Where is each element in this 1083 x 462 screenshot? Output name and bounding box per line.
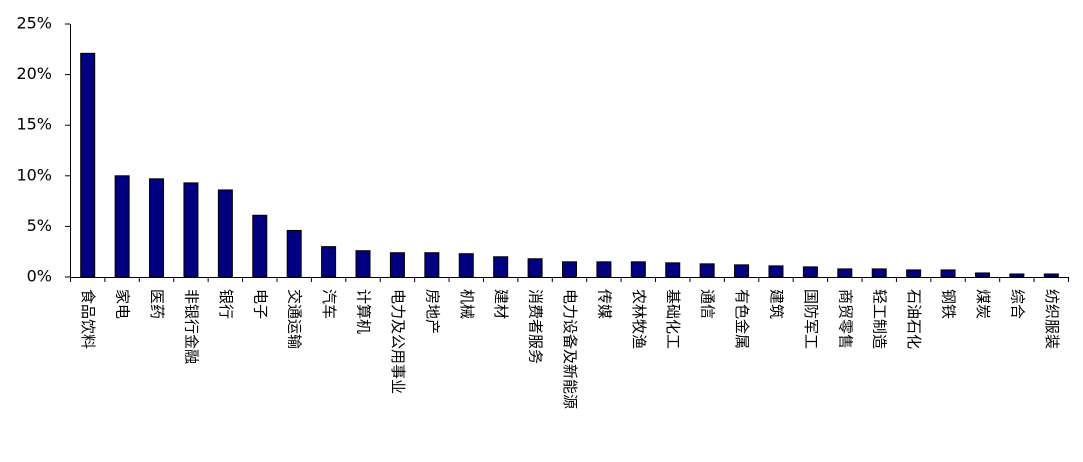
bar — [974, 272, 990, 278]
bar — [458, 253, 474, 278]
x-tick-label: 通信 — [699, 289, 717, 319]
y-tick-label: 5% — [27, 216, 52, 235]
x-tick-label: 有色金属 — [733, 289, 751, 349]
x-tick-label: 食品饮料 — [79, 289, 97, 349]
x-tick-label: 消费者服务 — [527, 289, 545, 364]
bar — [802, 266, 818, 278]
x-tick-label: 基础化工 — [664, 289, 682, 349]
bar — [665, 262, 681, 278]
x-tick-label: 商贸零售 — [836, 289, 854, 349]
x-tick-label: 计算机 — [355, 289, 373, 334]
bar — [699, 263, 715, 278]
bar — [837, 268, 853, 278]
y-tick-label: 0% — [27, 267, 52, 286]
x-tick-label: 石油石化 — [905, 289, 923, 349]
x-tick-label: 交通运输 — [286, 289, 304, 349]
bar — [389, 252, 405, 278]
bar — [768, 265, 784, 278]
x-tick-label: 电力及公用事业 — [389, 289, 407, 394]
x-tick-label: 综合 — [1008, 289, 1026, 319]
x-tick-label: 电子 — [251, 289, 269, 319]
x-tick-label: 医药 — [148, 289, 166, 319]
bar — [80, 52, 96, 278]
bar — [527, 258, 543, 278]
bar — [734, 264, 750, 278]
bar — [596, 261, 612, 278]
bar — [286, 229, 302, 278]
x-tick-label: 煤炭 — [974, 289, 992, 319]
x-tick-label: 汽车 — [320, 289, 338, 319]
bar — [906, 269, 922, 278]
x-tick-label: 非银行金融 — [182, 289, 200, 364]
y-tick-label: 25% — [16, 14, 52, 33]
x-tick-label: 建筑 — [767, 289, 785, 319]
x-tick-label: 国防军工 — [802, 289, 820, 349]
x-tick-label: 房地产 — [423, 289, 441, 334]
bar — [562, 261, 577, 278]
x-tick-label: 纺织服装 — [1043, 289, 1061, 349]
bar — [424, 252, 440, 278]
bar — [355, 250, 371, 278]
bar — [493, 256, 509, 278]
x-tick-label: 家电 — [114, 289, 132, 319]
x-tick-label: 建材 — [492, 289, 510, 319]
bar — [1043, 273, 1059, 278]
x-tick-label: 轻工制造 — [871, 289, 889, 349]
bar — [217, 189, 233, 278]
x-tick-label: 农林牧渔 — [630, 289, 648, 349]
x-tick-label: 机械 — [458, 289, 476, 319]
bar — [940, 269, 956, 278]
bar — [630, 261, 646, 278]
x-tick-label: 银行 — [217, 289, 235, 319]
y-tick-label: 15% — [16, 115, 52, 134]
bar — [871, 268, 887, 278]
x-tick-label: 传媒 — [595, 289, 613, 319]
bar — [114, 175, 130, 278]
bar — [149, 178, 165, 278]
bar — [183, 182, 199, 278]
bar — [252, 214, 268, 278]
x-tick-label: 电力设备及新能源 — [561, 289, 579, 409]
y-tick-label: 10% — [16, 165, 52, 184]
bar — [321, 246, 337, 278]
bar — [1009, 273, 1025, 278]
x-tick-label: 钢铁 — [940, 289, 958, 319]
y-tick-label: 20% — [16, 64, 52, 83]
